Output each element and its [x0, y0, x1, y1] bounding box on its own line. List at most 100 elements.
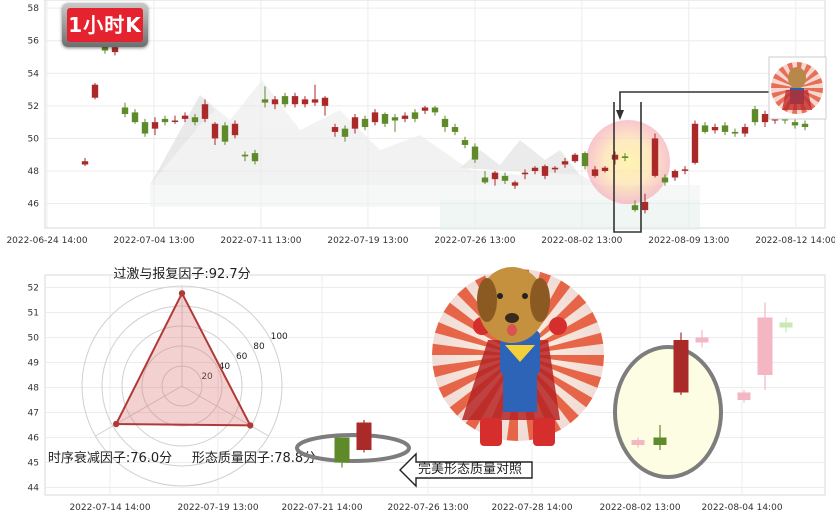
top-y-tick-label: 56 [28, 37, 40, 47]
breakout-bracket [613, 102, 642, 233]
top-x-tick-label: 2022-08-12 14:00 [755, 236, 835, 246]
top-candle-body [521, 172, 529, 175]
top-candle-body [541, 166, 549, 176]
top-candle-body [721, 125, 729, 132]
bottom-x-tick-label: 2022-07-28 14:00 [491, 503, 572, 513]
bottom-y-tick-label: 47 [28, 409, 39, 419]
top-candle-body [251, 153, 259, 162]
top-y-tick-label: 52 [28, 102, 39, 112]
top-candle-body [241, 154, 249, 157]
top-candle-body [261, 99, 269, 103]
bottom-y-tick-label: 45 [28, 459, 39, 469]
top-candle-body [411, 112, 419, 119]
top-x-tick-label: 2022-07-19 13:00 [327, 236, 408, 246]
timeframe-badge: 1小时K [62, 3, 148, 47]
mascot-superhero-icon [432, 267, 604, 446]
radar-tick-label: 60 [236, 352, 248, 362]
bottom-y-tick-label: 48 [28, 384, 40, 394]
top-candle-body [571, 154, 579, 162]
top-candle-body [661, 177, 669, 183]
top-candle-body [291, 96, 299, 105]
callout-arrow-icon [399, 452, 533, 488]
top-candle-body [461, 140, 469, 145]
top-candle-body [91, 84, 99, 98]
top-candle-body [631, 205, 639, 211]
radar-factor-label: 形态质量因子:78.8分 [192, 451, 316, 466]
top-x-tick-label: 2022-07-04 13:00 [113, 236, 194, 246]
top-candle-body [401, 115, 409, 119]
top-y-tick-label: 54 [28, 69, 40, 79]
bottom-candle-body [695, 337, 709, 343]
top-y-tick-label: 46 [28, 200, 40, 210]
top-candle-body [671, 171, 679, 178]
top-candle-body [271, 99, 279, 105]
top-candle-body [441, 118, 449, 128]
bottom-y-tick-label: 50 [28, 334, 40, 344]
top-candle-body [341, 128, 349, 137]
bottom-y-tick-label: 52 [28, 284, 39, 294]
top-candle-body [801, 123, 809, 128]
bottom-x-tick-label: 2022-07-19 13:00 [177, 503, 258, 513]
top-candle-body [621, 156, 629, 158]
radar-spoke [181, 385, 269, 437]
radar-tick-label: 100 [271, 332, 288, 342]
top-candle-body [741, 127, 749, 134]
top-candle-body [641, 201, 649, 211]
bottom-x-tick-label: 2022-07-26 13:00 [387, 503, 468, 513]
top-candle-body [551, 167, 559, 170]
top-x-tick-label: 2022-08-09 13:00 [648, 236, 729, 246]
top-candle-body [171, 120, 179, 123]
top-candle-body [151, 122, 159, 129]
pattern-oval-right [613, 345, 723, 479]
top-candle-body [491, 172, 499, 180]
top-candle-body [481, 177, 489, 183]
top-x-axis: 2022-06-24 14:00 2022-07-04 13:00 2022-07-… [6, 236, 835, 246]
radar-polygon [114, 291, 252, 427]
bottom-y-tick-label: 46 [28, 434, 40, 444]
callout-label: 完美形态质量对照 [417, 462, 522, 477]
bottom-x-tick-label: 2022-08-04 14:00 [701, 503, 782, 513]
bottom-candle-body [673, 340, 689, 393]
top-candle-body [131, 112, 139, 123]
top-candle-body [391, 117, 399, 121]
bottom-x-tick-label: 2022-07-14 14:00 [69, 503, 150, 513]
bottom-candle-body [356, 422, 372, 450]
top-candle-body [511, 182, 519, 186]
bottom-y-tick-label: 51 [28, 309, 39, 319]
bottom-candle-body [653, 437, 667, 445]
bottom-candle-body [737, 392, 751, 400]
top-candle-body [751, 109, 759, 123]
top-candle-body [231, 123, 239, 136]
top-candle-body [111, 47, 119, 53]
top-candlestick-chart: 46 48 50 52 54 56 58 2022-06-24 14:00 2022-07-0… [6, 0, 835, 246]
radar-factor-label: 过激与报复因子:92.7分 [113, 267, 250, 282]
top-x-tick-label: 2022-07-26 13:00 [434, 236, 515, 246]
timeframe-badge-label: 1小时K [67, 8, 143, 42]
callout: 完美形态质量对照 [398, 454, 534, 486]
top-candle-body [211, 123, 219, 139]
top-candle-body [421, 107, 429, 111]
top-candle-body [161, 118, 169, 123]
top-candle-body [601, 167, 609, 171]
top-candle-body [701, 125, 709, 132]
top-candle-body [361, 118, 369, 128]
top-candle-body [121, 107, 129, 114]
mountain-watermark [150, 80, 700, 230]
top-candle-body [531, 167, 539, 171]
radar-spoke [95, 385, 183, 437]
top-candle-body [681, 169, 689, 171]
top-candle-body [371, 112, 379, 123]
pattern-oval-left [295, 433, 411, 463]
top-candle-body [181, 115, 189, 119]
mascot-thumbnail-icon [771, 62, 823, 114]
top-candle-body [651, 138, 659, 176]
radar-tick-label: 20 [201, 372, 213, 382]
radar-point [112, 420, 120, 428]
top-candle-body [221, 125, 229, 142]
radar-tick-label: 40 [219, 362, 231, 372]
top-candle-body [731, 131, 739, 134]
bottom-x-tick-label: 2022-08-02 13:00 [599, 503, 680, 513]
top-candle-body [191, 117, 199, 123]
top-candle-body [351, 117, 359, 129]
